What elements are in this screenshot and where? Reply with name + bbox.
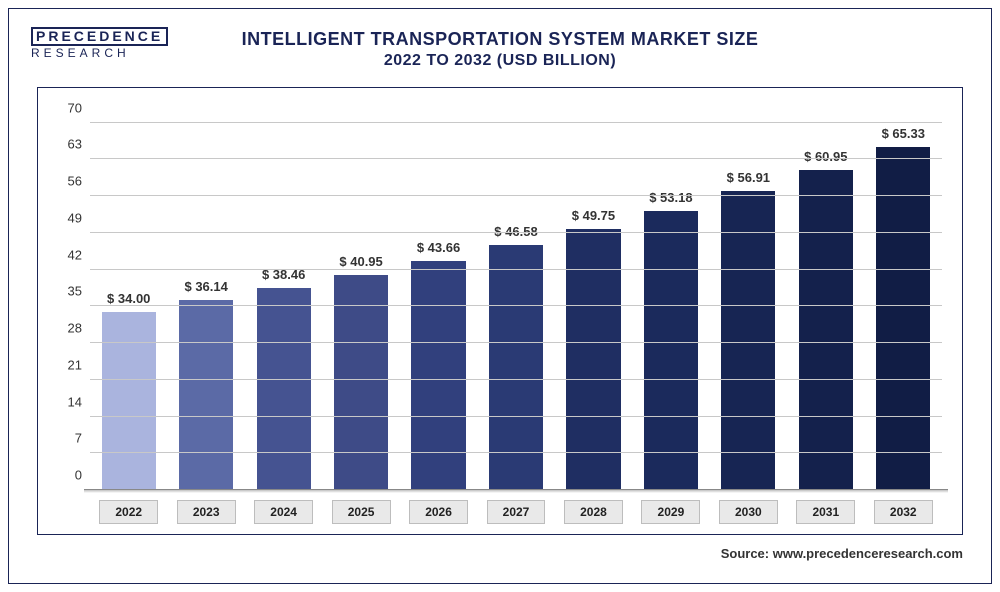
x-axis-cell: 2028 bbox=[555, 500, 632, 524]
x-axis-cell: 2030 bbox=[710, 500, 787, 524]
bar-value-label: $ 36.14 bbox=[184, 279, 227, 294]
y-tick-label: 63 bbox=[68, 137, 82, 152]
bar-slot: $ 34.00 bbox=[90, 112, 167, 490]
bar: $ 65.33 bbox=[876, 147, 930, 490]
gridline bbox=[90, 232, 942, 233]
bar-slot: $ 38.46 bbox=[245, 112, 322, 490]
bar-slot: $ 43.66 bbox=[400, 112, 477, 490]
bar-value-label: $ 40.95 bbox=[339, 254, 382, 269]
bar-value-label: $ 34.00 bbox=[107, 291, 150, 306]
gridline bbox=[90, 342, 942, 343]
bar: $ 46.58 bbox=[489, 245, 543, 490]
baseline-shadow bbox=[84, 490, 948, 493]
y-tick-label: 0 bbox=[75, 468, 82, 483]
x-axis-cell: 2029 bbox=[632, 500, 709, 524]
bar-value-label: $ 65.33 bbox=[882, 126, 925, 141]
bar: $ 38.46 bbox=[257, 288, 311, 490]
chart-title-line1: INTELLIGENT TRANSPORTATION SYSTEM MARKET… bbox=[9, 29, 991, 50]
gridline bbox=[90, 416, 942, 417]
x-axis-label: 2031 bbox=[796, 500, 855, 524]
bar: $ 56.91 bbox=[721, 191, 775, 490]
x-axis-cell: 2024 bbox=[245, 500, 322, 524]
bar-value-label: $ 49.75 bbox=[572, 208, 615, 223]
y-tick-label: 70 bbox=[68, 100, 82, 115]
bar: $ 43.66 bbox=[411, 261, 465, 490]
bar-slot: $ 46.58 bbox=[477, 112, 554, 490]
x-axis-cell: 2026 bbox=[400, 500, 477, 524]
bar-value-label: $ 53.18 bbox=[649, 190, 692, 205]
y-tick-label: 56 bbox=[68, 174, 82, 189]
x-axis-label: 2032 bbox=[874, 500, 933, 524]
chart-container: $ 34.00 $ 36.14 $ 38.46 $ 40.95 $ 43.66 $ 46.… bbox=[37, 87, 963, 535]
bar: $ 53.18 bbox=[644, 211, 698, 490]
x-axis-cell: 2022 bbox=[90, 500, 167, 524]
x-axis-label: 2027 bbox=[487, 500, 546, 524]
x-axis-cell: 2027 bbox=[477, 500, 554, 524]
x-axis-cell: 2031 bbox=[787, 500, 864, 524]
gridline bbox=[90, 305, 942, 306]
y-tick-label: 42 bbox=[68, 247, 82, 262]
bar-slot: $ 65.33 bbox=[865, 112, 942, 490]
x-axis-label: 2026 bbox=[409, 500, 468, 524]
source-text: Source: www.precedenceresearch.com bbox=[721, 546, 963, 561]
chart-frame: PRECEDENCE RESEARCH INTELLIGENT TRANSPOR… bbox=[8, 8, 992, 584]
y-tick-label: 7 bbox=[75, 431, 82, 446]
bar: $ 40.95 bbox=[334, 275, 388, 490]
x-axis-label: 2030 bbox=[719, 500, 778, 524]
bar-slot: $ 60.95 bbox=[787, 112, 864, 490]
gridline bbox=[90, 195, 942, 196]
y-tick-label: 21 bbox=[68, 357, 82, 372]
x-axis-label: 2023 bbox=[177, 500, 236, 524]
bars-row: $ 34.00 $ 36.14 $ 38.46 $ 40.95 $ 43.66 $ 46.… bbox=[90, 112, 942, 490]
gridline bbox=[90, 122, 942, 123]
x-axis-label: 2028 bbox=[564, 500, 623, 524]
gridline bbox=[90, 452, 942, 453]
bar-slot: $ 49.75 bbox=[555, 112, 632, 490]
x-axis-label: 2025 bbox=[332, 500, 391, 524]
bar-slot: $ 53.18 bbox=[632, 112, 709, 490]
bar-slot: $ 36.14 bbox=[167, 112, 244, 490]
y-tick-label: 49 bbox=[68, 210, 82, 225]
x-axis-cell: 2032 bbox=[865, 500, 942, 524]
chart-title: INTELLIGENT TRANSPORTATION SYSTEM MARKET… bbox=[9, 29, 991, 70]
bar-slot: $ 40.95 bbox=[322, 112, 399, 490]
x-axis-label: 2022 bbox=[99, 500, 158, 524]
bar-value-label: $ 56.91 bbox=[727, 170, 770, 185]
x-axis-label: 2024 bbox=[254, 500, 313, 524]
y-tick-label: 28 bbox=[68, 321, 82, 336]
bar-slot: $ 56.91 bbox=[710, 112, 787, 490]
gridline bbox=[90, 379, 942, 380]
x-axis-cell: 2025 bbox=[322, 500, 399, 524]
y-tick-label: 35 bbox=[68, 284, 82, 299]
bar: $ 36.14 bbox=[179, 300, 233, 490]
bar: $ 60.95 bbox=[799, 170, 853, 490]
plot-area: $ 34.00 $ 36.14 $ 38.46 $ 40.95 $ 43.66 $ 46.… bbox=[90, 112, 942, 490]
x-axis-label: 2029 bbox=[641, 500, 700, 524]
bar: $ 34.00 bbox=[102, 312, 156, 491]
bar-value-label: $ 43.66 bbox=[417, 240, 460, 255]
bar-value-label: $ 60.95 bbox=[804, 149, 847, 164]
gridline bbox=[90, 158, 942, 159]
gridline bbox=[90, 269, 942, 270]
x-axis: 2022 2023 2024 2025 2026 2027 2028 2029 2030 2031… bbox=[90, 500, 942, 524]
x-axis-cell: 2023 bbox=[167, 500, 244, 524]
chart-title-line2: 2022 TO 2032 (USD BILLION) bbox=[9, 52, 991, 70]
y-tick-label: 14 bbox=[68, 394, 82, 409]
